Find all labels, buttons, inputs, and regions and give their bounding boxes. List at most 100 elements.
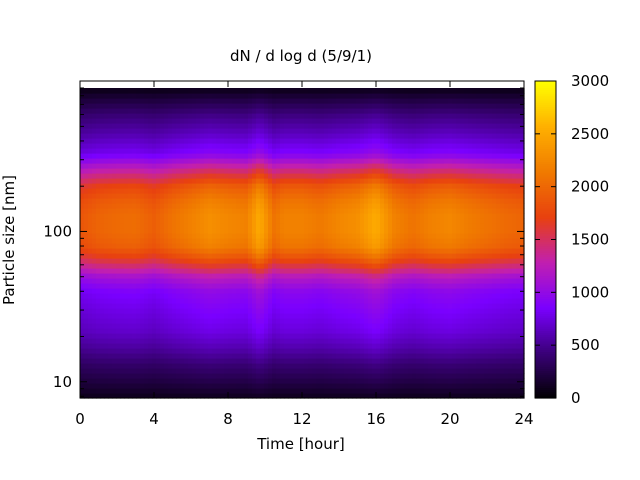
heatmap-cell (272, 308, 277, 314)
heatmap-cell (240, 338, 245, 344)
heatmap-cell (316, 243, 321, 249)
heatmap-cell (352, 118, 357, 124)
heatmap-cell (220, 258, 225, 264)
heatmap-cell (224, 153, 229, 159)
heatmap-cell (224, 308, 229, 314)
heatmap-cell (164, 158, 169, 164)
heatmap-cell (364, 183, 369, 189)
heatmap-cell (236, 298, 241, 304)
heatmap-cell (260, 393, 265, 399)
heatmap-cell (364, 378, 369, 384)
heatmap-cell (364, 293, 369, 299)
heatmap-cell (356, 393, 361, 399)
heatmap-cell (268, 293, 273, 299)
heatmap-cell (108, 173, 113, 179)
heatmap-cell (284, 243, 289, 249)
heatmap-cell (300, 228, 305, 234)
heatmap-cell (340, 123, 345, 129)
heatmap-cell (148, 143, 153, 149)
heatmap-cell (204, 128, 209, 134)
heatmap-cell (332, 163, 337, 169)
heatmap-cell (320, 368, 325, 374)
heatmap-cell (200, 93, 205, 99)
heatmap-cell (236, 293, 241, 299)
heatmap-cell (360, 353, 365, 359)
heatmap-cell (288, 338, 293, 344)
heatmap-cell (244, 238, 249, 244)
heatmap-cell (228, 293, 233, 299)
heatmap-cell (384, 268, 389, 274)
heatmap-cell (316, 223, 321, 229)
heatmap-cell (128, 113, 133, 119)
heatmap-cell (188, 138, 193, 144)
heatmap-cell (176, 153, 181, 159)
heatmap-cell (208, 213, 213, 219)
heatmap-cell (236, 178, 241, 184)
heatmap-cell (208, 143, 213, 149)
heatmap-cell (356, 253, 361, 259)
heatmap-cell (100, 233, 105, 239)
heatmap-cell (380, 228, 385, 234)
heatmap-cell (164, 373, 169, 379)
heatmap-cell (240, 163, 245, 169)
heatmap-cell (356, 153, 361, 159)
heatmap-cell (188, 223, 193, 229)
heatmap-cell (160, 383, 165, 389)
heatmap-cell (244, 93, 249, 99)
heatmap-cell (224, 328, 229, 334)
heatmap-cell (272, 388, 277, 394)
heatmap-cell (128, 293, 133, 299)
heatmap-cell (392, 178, 397, 184)
heatmap-cell (392, 323, 397, 329)
heatmap-cell (300, 343, 305, 349)
heatmap-cell (204, 288, 209, 294)
heatmap-cell (160, 128, 165, 134)
heatmap-cell (316, 233, 321, 239)
heatmap-cell (136, 143, 141, 149)
heatmap-cell (308, 283, 313, 289)
heatmap-cell (184, 303, 189, 309)
heatmap-cell (332, 138, 337, 144)
heatmap-cell (176, 128, 181, 134)
heatmap-cell (132, 208, 137, 214)
heatmap-cell (184, 208, 189, 214)
heatmap-cell (260, 308, 265, 314)
heatmap-cell (196, 343, 201, 349)
heatmap-cell (392, 173, 397, 179)
heatmap-cell (360, 303, 365, 309)
heatmap-cell (284, 193, 289, 199)
heatmap-cell (232, 288, 237, 294)
heatmap-cell (328, 158, 333, 164)
heatmap-cell (388, 168, 393, 174)
heatmap-cell (144, 218, 149, 224)
heatmap-cell (312, 163, 317, 169)
heatmap-cell (316, 378, 321, 384)
heatmap-cell (384, 208, 389, 214)
heatmap-cell (204, 218, 209, 224)
heatmap-cell (268, 268, 273, 274)
heatmap-cell (176, 378, 181, 384)
heatmap-cell (284, 88, 289, 94)
heatmap-cell (144, 293, 149, 299)
heatmap-cell (112, 88, 117, 94)
heatmap-cell (84, 153, 89, 159)
heatmap-cell (304, 368, 309, 374)
heatmap-cell (164, 113, 169, 119)
heatmap-cell (236, 393, 241, 399)
heatmap-cell (344, 383, 349, 389)
heatmap-cell (172, 163, 177, 169)
heatmap-cell (132, 178, 137, 184)
heatmap-cell (164, 213, 169, 219)
heatmap-cell (280, 253, 285, 259)
heatmap-cell (364, 248, 369, 254)
heatmap-cell (208, 158, 213, 164)
heatmap-cell (192, 148, 197, 154)
heatmap-cell (396, 273, 401, 279)
heatmap-cell (84, 158, 89, 164)
heatmap-cell (332, 258, 337, 264)
heatmap-cell (160, 163, 165, 169)
heatmap-cell (288, 133, 293, 139)
heatmap-cell (200, 343, 205, 349)
heatmap-cell (184, 148, 189, 154)
heatmap-cell (96, 308, 101, 314)
